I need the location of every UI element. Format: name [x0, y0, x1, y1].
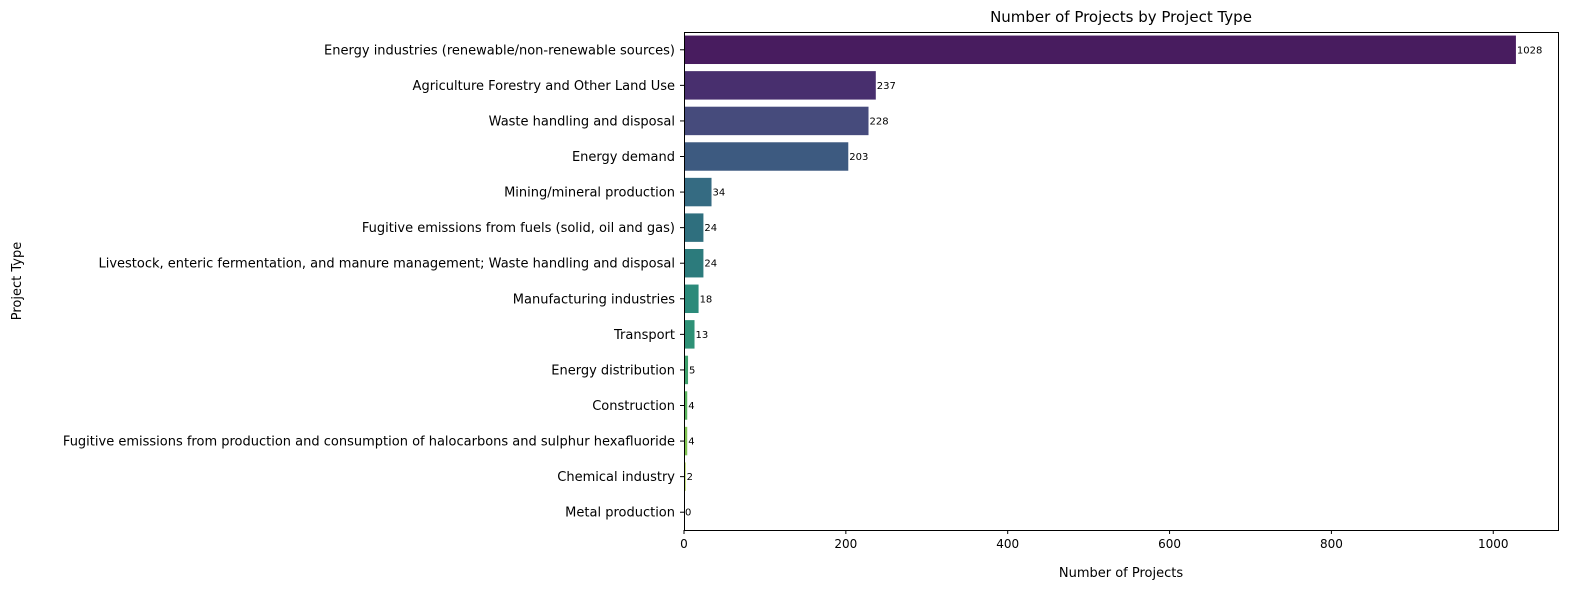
x-tick-label: 0 [680, 537, 688, 551]
category-label: Construction [592, 399, 675, 414]
x-tick-label: 1000 [1478, 537, 1509, 551]
category-label: Livestock, enteric fermentation, and man… [98, 257, 675, 272]
value-label: 4 [688, 401, 694, 412]
y-axis-title: Project Type [10, 242, 25, 320]
bar [684, 391, 688, 420]
value-label: 24 [704, 259, 717, 270]
plot-frame [684, 32, 1559, 531]
value-label: 203 [849, 152, 868, 163]
bar [684, 213, 704, 242]
chart-title: Number of Projects by Project Type [990, 8, 1252, 26]
x-tick-label: 600 [1158, 537, 1181, 551]
x-tick-label: 800 [1320, 537, 1343, 551]
value-label: 13 [696, 330, 709, 341]
category-labels: Energy industries (renewable/non-renewab… [63, 43, 675, 520]
bar [684, 248, 704, 278]
category-label: Manufacturing industries [513, 292, 675, 307]
category-label: Fugitive emissions from production and c… [63, 435, 675, 450]
bar [684, 35, 1516, 65]
bar [684, 355, 689, 385]
category-label: Transport [613, 328, 675, 343]
value-labels: 1028 237 228 203 34 24 24 18 13 5 4 4 2 0 [685, 45, 1542, 518]
value-label: 34 [713, 188, 726, 199]
bar [684, 426, 688, 456]
x-tick-label: 200 [834, 537, 857, 551]
x-tick-label: 400 [996, 537, 1019, 551]
category-label: Metal production [565, 506, 675, 521]
value-label: 4 [688, 437, 694, 448]
category-label: Agriculture Forestry and Other Land Use [413, 79, 675, 94]
bar [684, 106, 869, 136]
value-label: 24 [704, 223, 717, 234]
value-label: 1028 [1517, 45, 1542, 56]
category-label: Energy industries (renewable/non-renewab… [324, 43, 675, 58]
value-label: 5 [689, 365, 695, 376]
value-label: 18 [700, 294, 713, 305]
category-label: Mining/mineral production [504, 186, 675, 201]
value-label: 237 [877, 81, 896, 92]
x-axis-ticks: 0 200 400 600 800 1000 [680, 49, 1509, 551]
value-label: 0 [685, 508, 691, 519]
category-label: Chemical industry [557, 470, 675, 485]
value-label: 228 [870, 116, 889, 127]
bar [684, 142, 849, 171]
bars-layer [684, 35, 1516, 491]
bar [684, 177, 712, 207]
x-axis-title: Number of Projects [1059, 566, 1183, 581]
bar [684, 71, 876, 100]
bar [684, 284, 699, 314]
value-label: 2 [687, 472, 693, 483]
category-label: Waste handling and disposal [489, 114, 675, 129]
bar [684, 320, 695, 349]
category-label: Energy distribution [551, 363, 675, 378]
category-label: Fugitive emissions from fuels (solid, oi… [362, 221, 675, 236]
category-label: Energy demand [572, 150, 675, 165]
